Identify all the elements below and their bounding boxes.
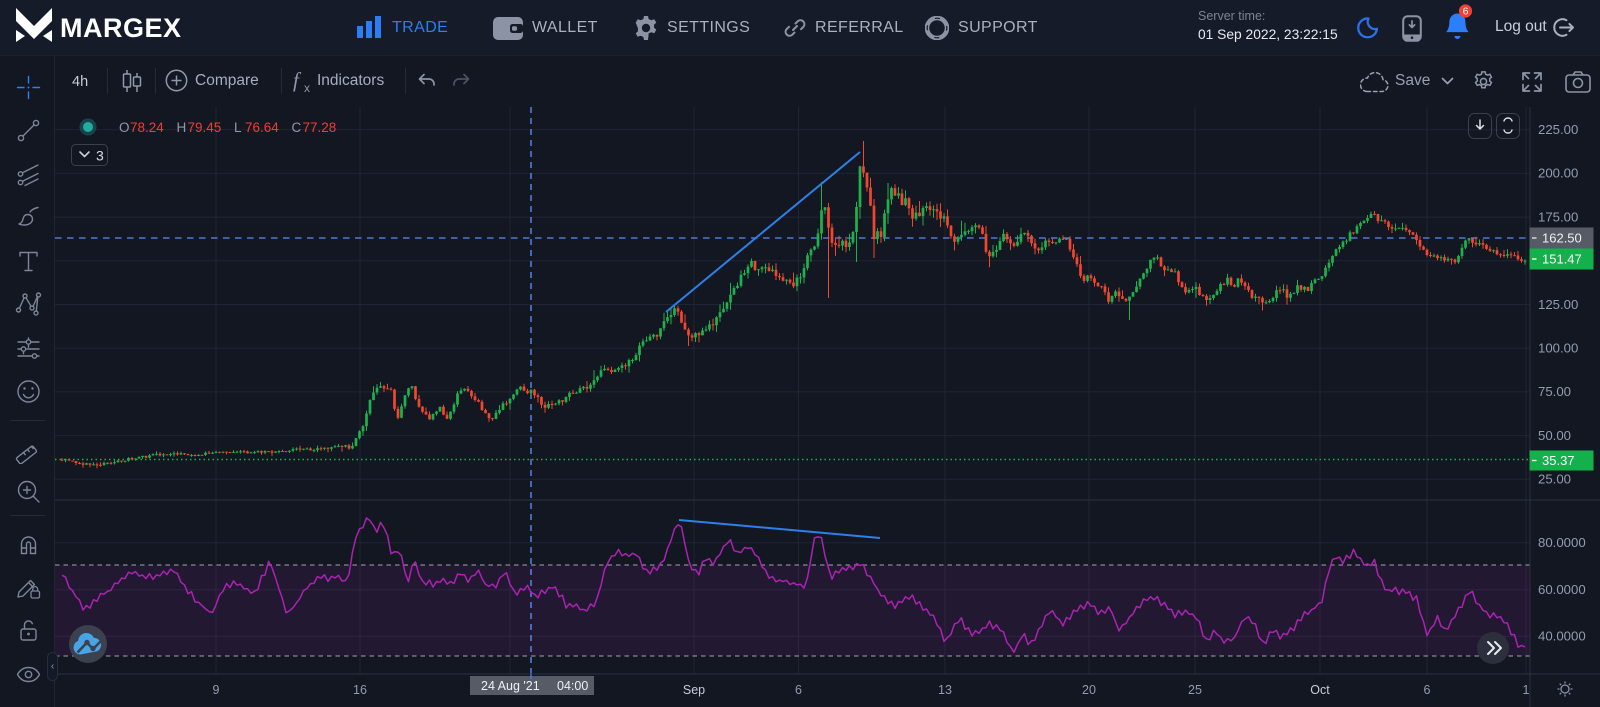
svg-text:75.00: 75.00 <box>1538 384 1571 399</box>
svg-text:16: 16 <box>353 683 367 697</box>
svg-text:L: L <box>234 120 242 135</box>
svg-text:x: x <box>304 81 310 94</box>
svg-text:35.37: 35.37 <box>1542 453 1575 468</box>
svg-text:24 Aug '21: 24 Aug '21 <box>481 679 540 693</box>
svg-text:6: 6 <box>795 683 802 697</box>
svg-text:Sep: Sep <box>683 683 705 697</box>
svg-text:20: 20 <box>1082 683 1096 697</box>
svg-text:25: 25 <box>1188 683 1202 697</box>
svg-text:C: C <box>292 120 302 135</box>
svg-text:6: 6 <box>1463 6 1469 18</box>
svg-text:6: 6 <box>1424 683 1431 697</box>
svg-text:76.64: 76.64 <box>245 120 279 135</box>
svg-text:100.00: 100.00 <box>1538 341 1578 356</box>
svg-text:25.00: 25.00 <box>1538 472 1571 487</box>
svg-text:f: f <box>293 68 302 92</box>
svg-text:1: 1 <box>1523 683 1530 697</box>
svg-text:O: O <box>119 120 130 135</box>
svg-text:200.00: 200.00 <box>1538 166 1578 181</box>
svg-text:175.00: 175.00 <box>1538 209 1578 224</box>
svg-text:162.50: 162.50 <box>1542 231 1582 246</box>
svg-text:80.0000: 80.0000 <box>1538 535 1586 550</box>
svg-text:13: 13 <box>938 683 952 697</box>
svg-text:77.28: 77.28 <box>303 120 337 135</box>
svg-text:50.00: 50.00 <box>1538 428 1571 443</box>
svg-text:125.00: 125.00 <box>1538 297 1578 312</box>
svg-text:79.45: 79.45 <box>188 120 222 135</box>
svg-text:04:00: 04:00 <box>557 679 588 693</box>
svg-text:3: 3 <box>96 148 104 164</box>
svg-text:151.47: 151.47 <box>1542 252 1582 267</box>
svg-text:40.0000: 40.0000 <box>1538 629 1586 644</box>
svg-text:78.24: 78.24 <box>130 120 164 135</box>
svg-text:225.00: 225.00 <box>1538 122 1578 137</box>
svg-text:60.0000: 60.0000 <box>1538 582 1586 597</box>
svg-text:9: 9 <box>213 683 220 697</box>
svg-text:H: H <box>177 120 187 135</box>
svg-text:Oct: Oct <box>1310 683 1330 697</box>
